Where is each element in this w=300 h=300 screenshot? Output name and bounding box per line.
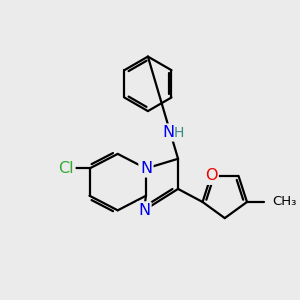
Text: N: N — [162, 125, 174, 140]
Text: Cl: Cl — [58, 161, 74, 176]
Text: N: N — [140, 161, 152, 176]
Text: N: N — [138, 203, 150, 218]
Text: CH₃: CH₃ — [272, 196, 297, 208]
Text: H: H — [174, 127, 184, 140]
Text: O: O — [205, 168, 217, 183]
